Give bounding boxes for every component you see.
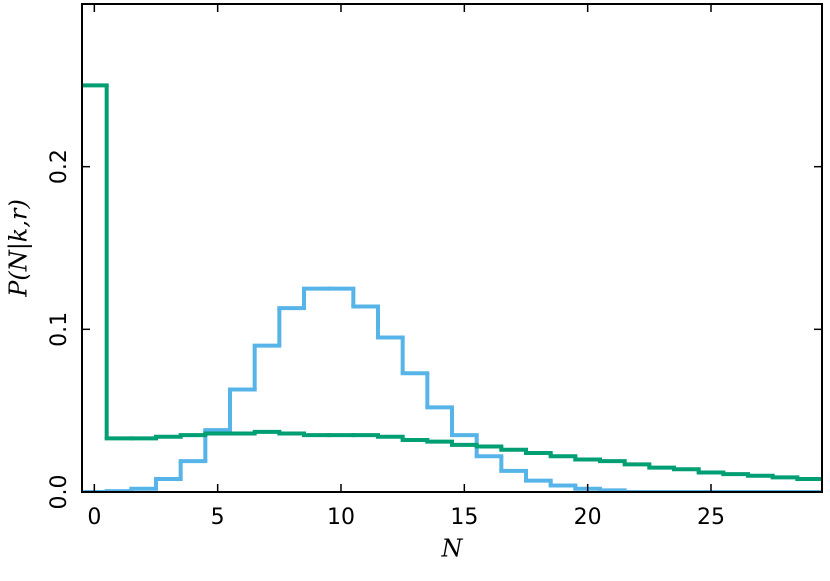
x-tick-label: 0: [87, 505, 101, 530]
y-tick-label: 0.1: [47, 312, 72, 347]
x-axis-label: N: [441, 535, 464, 563]
x-tick-label: 15: [450, 505, 478, 530]
y-tick-label: 0.2: [47, 149, 72, 184]
x-tick-label: 5: [211, 505, 225, 530]
axes-frame: [81, 3, 823, 493]
x-tick-label: 20: [574, 505, 602, 530]
y-axis-label: P(N|k,r): [5, 199, 34, 298]
plot-area: [82, 83, 822, 492]
x-tick-label: 10: [327, 505, 355, 530]
x-tick-label: 25: [697, 505, 725, 530]
y-tick-label: 0.0: [47, 475, 72, 510]
